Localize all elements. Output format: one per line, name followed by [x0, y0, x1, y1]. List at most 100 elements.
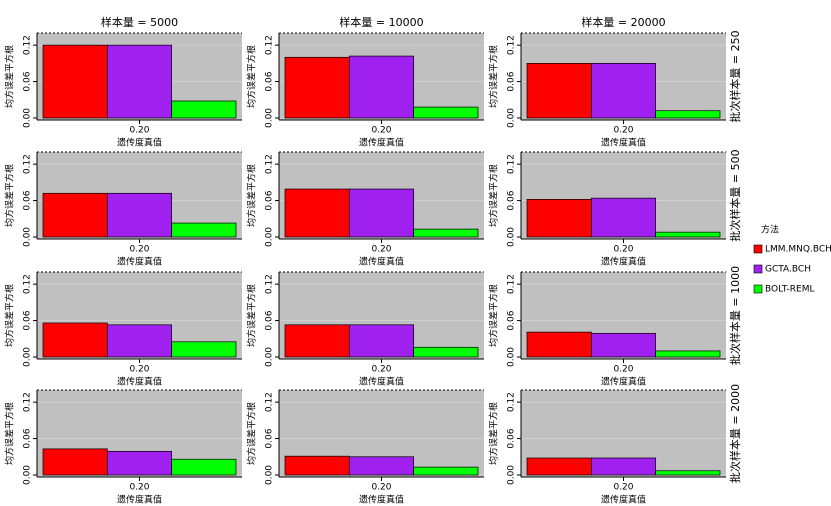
x-axis-label: 遗传度真值 [601, 137, 646, 149]
x-tick-label: 0.20 [613, 245, 633, 255]
x-axis-label: 遗传度真值 [117, 376, 162, 388]
y-axis-label: 均方误差平方根 [246, 284, 258, 347]
bar [171, 341, 237, 358]
y-tick-label: 0.00 [507, 465, 517, 485]
y-axis-label: 均方误差平方根 [246, 402, 258, 465]
x-axis-label: 遗传度真值 [359, 376, 404, 388]
bar [526, 63, 592, 119]
column-title: 样本量 = 20000 [581, 15, 665, 29]
bar [106, 192, 173, 238]
x-tick-label: 0.20 [613, 365, 633, 375]
y-tick-label: 0.12 [507, 35, 517, 55]
bar [42, 322, 108, 358]
y-axis-label: 均方误差平方根 [488, 164, 500, 227]
column-title: 样本量 = 10000 [339, 15, 423, 29]
x-tick-label: 0.20 [129, 365, 149, 375]
x-tick-label: 0.20 [129, 126, 149, 136]
x-tick-label: 0.20 [371, 483, 391, 493]
x-axis-label: 遗传度真值 [601, 256, 646, 268]
x-axis-label: 遗传度真值 [117, 494, 162, 506]
y-tick-label: 0.06 [23, 428, 33, 448]
legend-label: LMM.MNQ.BCH [765, 245, 831, 255]
bar [655, 110, 721, 119]
legend-title: 方法 [761, 224, 779, 236]
bar [42, 192, 108, 238]
legend-swatch [753, 244, 763, 254]
y-tick-label: 0.06 [265, 310, 275, 330]
y-tick-label: 0.06 [23, 71, 33, 91]
bar [106, 44, 173, 119]
bar [413, 228, 479, 238]
y-tick-label: 0.06 [507, 71, 517, 91]
bar [413, 466, 479, 476]
y-tick-label: 0.00 [265, 465, 275, 485]
y-axis-label: 均方误差平方根 [488, 402, 500, 465]
y-tick-label: 0.00 [265, 347, 275, 367]
y-tick-label: 0.06 [265, 190, 275, 210]
bar [42, 448, 108, 476]
y-tick-label: 0.00 [507, 347, 517, 367]
bar [526, 331, 592, 358]
bar [348, 324, 415, 358]
legend-swatch [753, 264, 763, 274]
x-tick-label: 0.20 [371, 126, 391, 136]
bar [526, 199, 592, 238]
legend-label: BOLT-REML [765, 285, 815, 295]
x-axis-label: 遗传度真值 [359, 137, 404, 149]
y-tick-label: 0.12 [507, 154, 517, 174]
bar [655, 231, 721, 238]
y-tick-label: 0.12 [265, 392, 275, 412]
y-tick-label: 0.12 [507, 274, 517, 294]
x-axis-label: 遗传度真值 [601, 494, 646, 506]
row-strip-label: 批次样本量 = 250 [728, 30, 742, 122]
y-tick-label: 0.06 [265, 71, 275, 91]
bar [106, 450, 173, 476]
x-axis-label: 遗传度真值 [359, 256, 404, 268]
column-title: 样本量 = 5000 [101, 15, 178, 29]
y-tick-label: 0.12 [507, 392, 517, 412]
bar [42, 44, 108, 119]
row-strip-label: 批次样本量 = 2000 [728, 384, 742, 483]
bar [106, 324, 173, 358]
row-strip-label: 批次样本量 = 1000 [728, 266, 742, 365]
y-tick-label: 0.12 [23, 274, 33, 294]
bar [413, 346, 479, 358]
bar [348, 188, 415, 238]
y-axis-label: 均方误差平方根 [246, 164, 258, 227]
y-tick-label: 0.06 [265, 428, 275, 448]
y-axis-label: 均方误差平方根 [4, 402, 16, 465]
bar [171, 100, 237, 119]
bar [171, 222, 237, 238]
legend-label: GCTA.BCH [765, 265, 811, 275]
y-tick-label: 0.06 [507, 428, 517, 448]
y-tick-label: 0.12 [23, 392, 33, 412]
y-tick-label: 0.12 [265, 154, 275, 174]
y-axis-label: 均方误差平方根 [488, 45, 500, 108]
y-tick-label: 0.06 [507, 190, 517, 210]
bar [526, 457, 592, 476]
y-tick-label: 0.12 [23, 154, 33, 174]
x-tick-label: 0.20 [371, 365, 391, 375]
bar [655, 470, 721, 476]
bar [655, 350, 721, 358]
y-axis-label: 均方误差平方根 [4, 45, 16, 108]
y-tick-label: 0.00 [507, 227, 517, 247]
y-axis-label: 均方误差平方根 [246, 45, 258, 108]
y-tick-label: 0.12 [265, 274, 275, 294]
x-tick-label: 0.20 [129, 245, 149, 255]
bar [413, 106, 479, 119]
x-tick-label: 0.20 [613, 483, 633, 493]
bar [590, 332, 657, 358]
bar [284, 188, 350, 238]
y-tick-label: 0.06 [23, 310, 33, 330]
y-tick-label: 0.00 [265, 108, 275, 128]
x-axis-label: 遗传度真值 [601, 376, 646, 388]
y-tick-label: 0.00 [265, 227, 275, 247]
y-tick-label: 0.06 [23, 190, 33, 210]
y-tick-label: 0.12 [23, 35, 33, 55]
x-axis-label: 遗传度真值 [117, 256, 162, 268]
x-axis-label: 遗传度真值 [359, 494, 404, 506]
bar [348, 456, 415, 476]
bar [590, 197, 657, 238]
